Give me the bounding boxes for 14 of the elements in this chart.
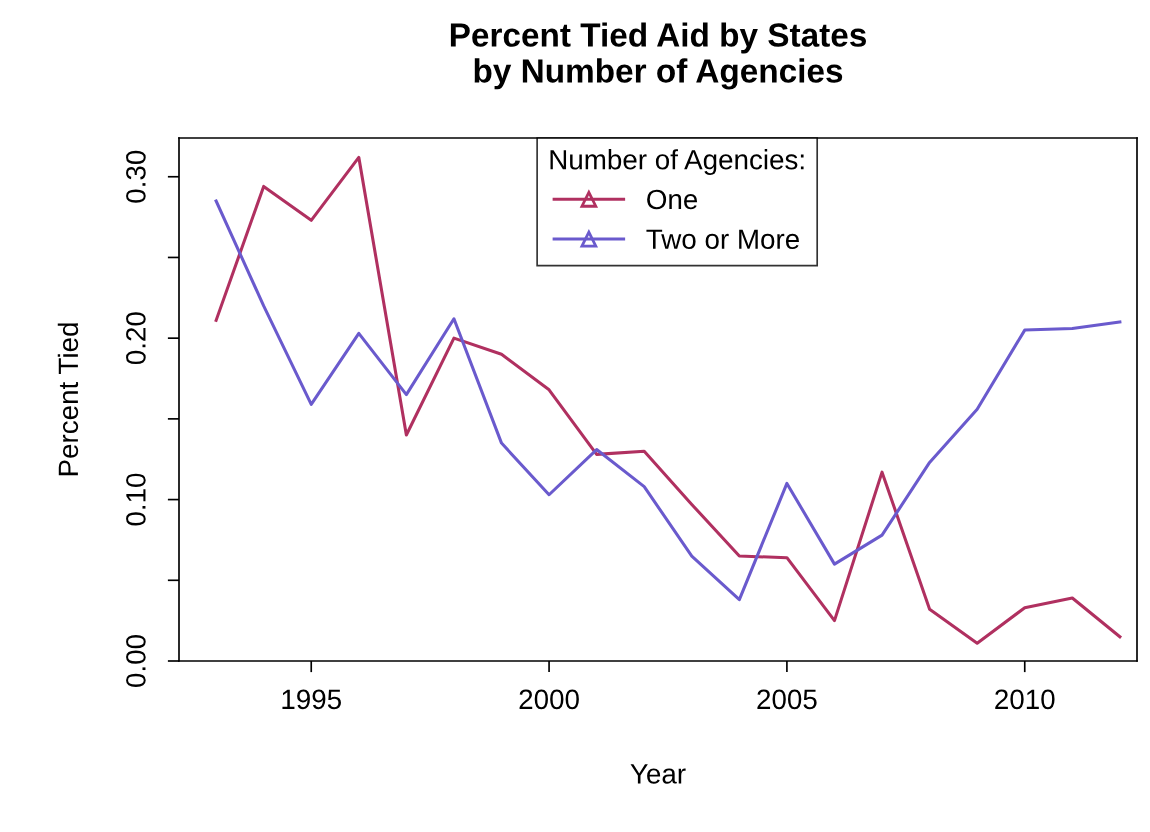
y-tick-label: 0.30	[126, 150, 146, 203]
x-tick-label: 1995	[282, 689, 341, 710]
x-tick-label: 2005	[757, 689, 817, 710]
y-tick-label: 0.10	[126, 473, 146, 526]
legend-label: One	[647, 189, 698, 210]
legend-label: Two or More	[646, 229, 799, 250]
y-tick-label: 0.00	[126, 635, 146, 687]
x-tick-label: 2010	[995, 689, 1055, 710]
legend-title: Number of Agencies:	[550, 149, 804, 176]
chart-title: Percent Tied Aid by States by Number of Agencies	[450, 22, 866, 90]
x-axis-title: Year	[630, 764, 686, 784]
y-tick-label: 0.20	[126, 312, 146, 365]
y-axis-title: Percent Tied	[57, 323, 79, 476]
x-tick-label: 2000	[519, 689, 579, 710]
